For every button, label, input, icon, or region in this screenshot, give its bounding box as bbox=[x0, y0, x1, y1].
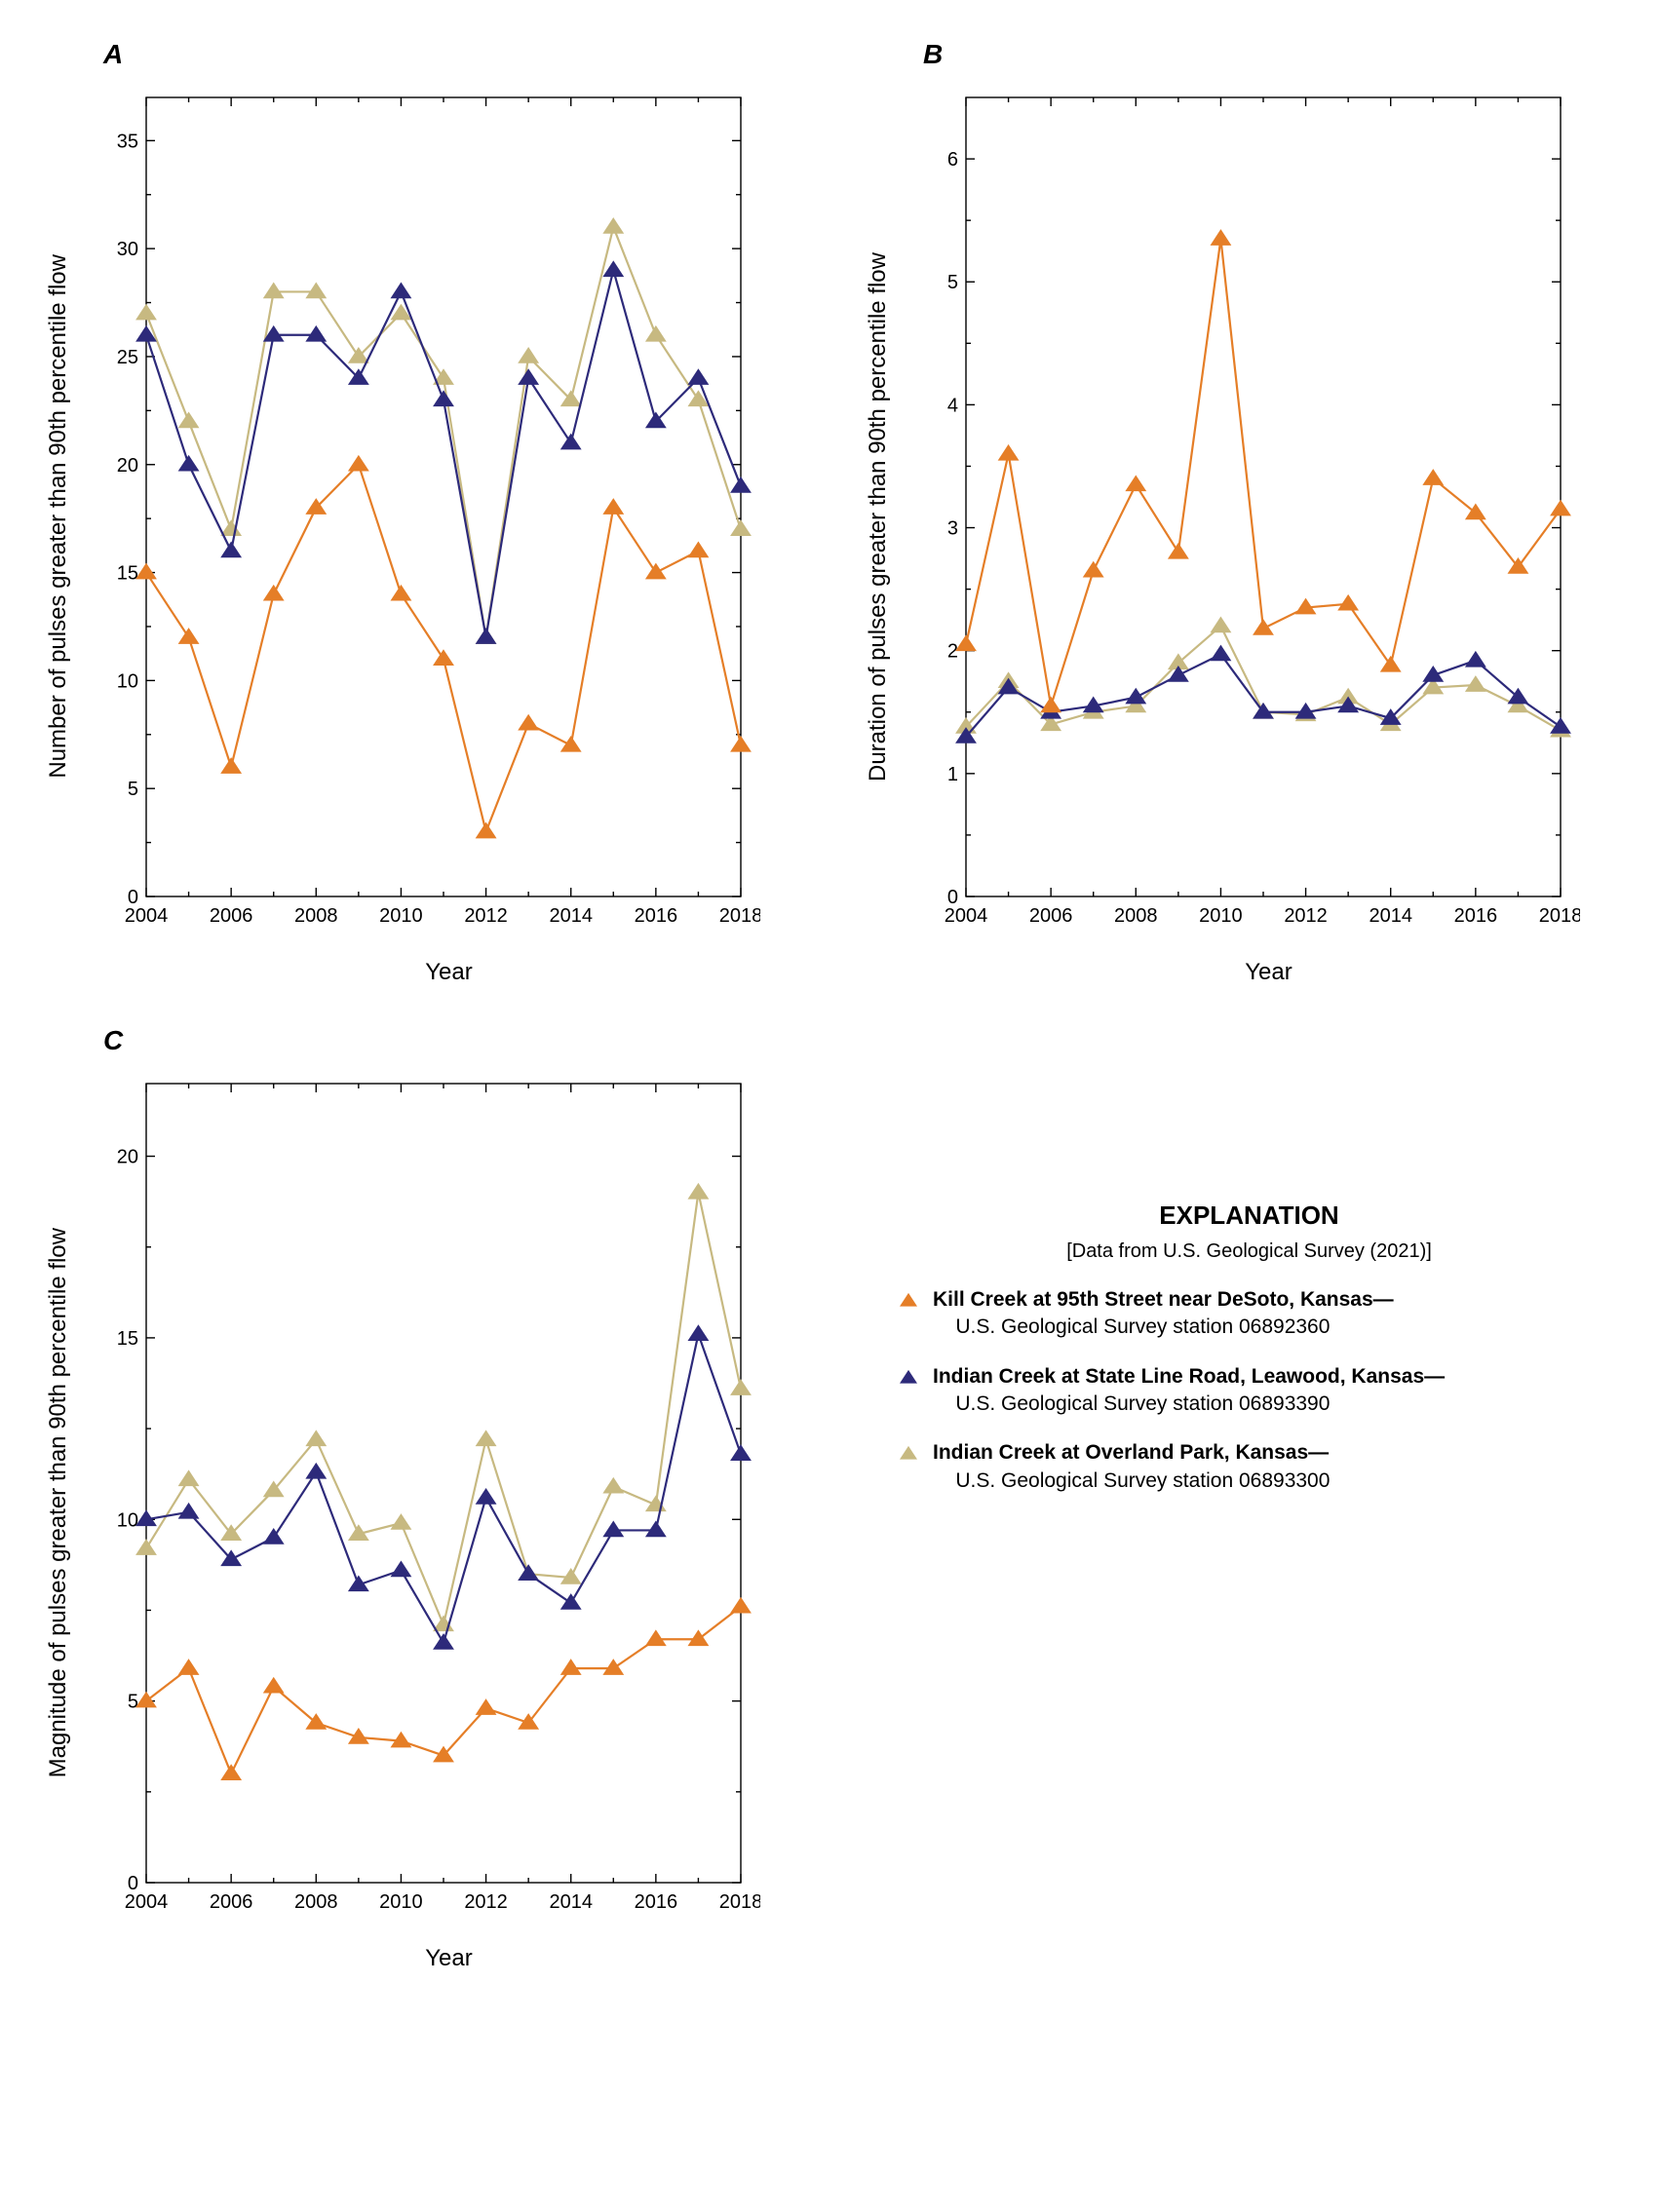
panel-c-xlabel: Year bbox=[97, 1945, 800, 1972]
svg-text:2016: 2016 bbox=[635, 1891, 678, 1913]
triangle-icon bbox=[898, 1443, 919, 1465]
svg-text:2016: 2016 bbox=[635, 905, 678, 927]
svg-text:1: 1 bbox=[947, 764, 958, 785]
panel-a-chart: 0510152025303520042006200820102012201420… bbox=[78, 78, 760, 955]
legend-text-1: Indian Creek at State Line Road, Leawood… bbox=[933, 1363, 1445, 1419]
svg-text:2016: 2016 bbox=[1454, 905, 1498, 927]
svg-text:4: 4 bbox=[947, 395, 958, 416]
panel-c-label: C bbox=[103, 1025, 800, 1056]
svg-text:2010: 2010 bbox=[379, 905, 423, 927]
svg-text:15: 15 bbox=[117, 563, 138, 585]
svg-text:5: 5 bbox=[947, 272, 958, 293]
svg-text:35: 35 bbox=[117, 131, 138, 152]
svg-text:2018: 2018 bbox=[719, 905, 760, 927]
svg-text:10: 10 bbox=[117, 1509, 138, 1531]
svg-text:2018: 2018 bbox=[1539, 905, 1580, 927]
svg-text:3: 3 bbox=[947, 518, 958, 540]
svg-text:2006: 2006 bbox=[210, 1891, 253, 1913]
panel-b-label: B bbox=[923, 39, 1620, 70]
legend-item-1: Indian Creek at State Line Road, Leawood… bbox=[898, 1363, 1601, 1419]
panel-b-xlabel: Year bbox=[917, 959, 1620, 986]
svg-text:2014: 2014 bbox=[549, 1891, 593, 1913]
triangle-icon bbox=[898, 1290, 919, 1312]
svg-text:2018: 2018 bbox=[719, 1891, 760, 1913]
panel-b: B Duration of pulses greater than 90th p… bbox=[859, 39, 1620, 986]
svg-text:25: 25 bbox=[117, 347, 138, 368]
svg-text:2004: 2004 bbox=[125, 905, 169, 927]
explanation-block: EXPLANATION [Data from U.S. Geological S… bbox=[859, 1025, 1620, 1972]
svg-text:20: 20 bbox=[117, 455, 138, 477]
explanation-subtitle: [Data from U.S. Geological Survey (2021)… bbox=[898, 1240, 1601, 1263]
panel-b-chart: 012345620042006200820102012201420162018 bbox=[898, 78, 1580, 955]
panel-a: A Number of pulses greater than 90th per… bbox=[39, 39, 800, 986]
svg-text:5: 5 bbox=[128, 779, 138, 800]
svg-text:2008: 2008 bbox=[294, 905, 338, 927]
panel-a-xlabel: Year bbox=[97, 959, 800, 986]
legend-items: Kill Creek at 95th Street near DeSoto, K… bbox=[898, 1286, 1601, 1495]
legend-text-0: Kill Creek at 95th Street near DeSoto, K… bbox=[933, 1286, 1394, 1342]
triangle-icon bbox=[898, 1367, 919, 1389]
svg-text:2: 2 bbox=[947, 641, 958, 663]
svg-text:2008: 2008 bbox=[294, 1891, 338, 1913]
panel-c: C Magnitude of pulses greater than 90th … bbox=[39, 1025, 800, 1972]
legend-text-2: Indian Creek at Overland Park, Kansas— U… bbox=[933, 1439, 1330, 1495]
panel-c-chart: 0510152020042006200820102012201420162018 bbox=[78, 1064, 760, 1941]
svg-text:2006: 2006 bbox=[1029, 905, 1073, 927]
svg-text:10: 10 bbox=[117, 670, 138, 692]
svg-text:2010: 2010 bbox=[1199, 905, 1243, 927]
legend-item-2: Indian Creek at Overland Park, Kansas— U… bbox=[898, 1439, 1601, 1495]
svg-text:2006: 2006 bbox=[210, 905, 253, 927]
svg-text:2014: 2014 bbox=[1369, 905, 1412, 927]
panel-a-label: A bbox=[103, 39, 800, 70]
svg-text:2004: 2004 bbox=[125, 1891, 169, 1913]
svg-text:2008: 2008 bbox=[1114, 905, 1158, 927]
svg-text:2012: 2012 bbox=[1284, 905, 1328, 927]
svg-text:15: 15 bbox=[117, 1328, 138, 1350]
explanation-title: EXPLANATION bbox=[898, 1201, 1601, 1231]
legend-item-0: Kill Creek at 95th Street near DeSoto, K… bbox=[898, 1286, 1601, 1342]
panel-c-ylabel: Magnitude of pulses greater than 90th pe… bbox=[39, 1228, 78, 1777]
figure-grid: A Number of pulses greater than 90th per… bbox=[39, 39, 1620, 1972]
svg-text:2012: 2012 bbox=[464, 905, 507, 927]
svg-text:2014: 2014 bbox=[549, 905, 593, 927]
svg-text:6: 6 bbox=[947, 149, 958, 171]
svg-text:30: 30 bbox=[117, 239, 138, 260]
svg-text:2004: 2004 bbox=[945, 905, 988, 927]
panel-b-ylabel: Duration of pulses greater than 90th per… bbox=[859, 252, 898, 782]
panel-a-ylabel: Number of pulses greater than 90th perce… bbox=[39, 254, 78, 779]
svg-text:2010: 2010 bbox=[379, 1891, 423, 1913]
svg-text:5: 5 bbox=[128, 1692, 138, 1713]
svg-text:20: 20 bbox=[117, 1147, 138, 1168]
svg-text:2012: 2012 bbox=[464, 1891, 507, 1913]
